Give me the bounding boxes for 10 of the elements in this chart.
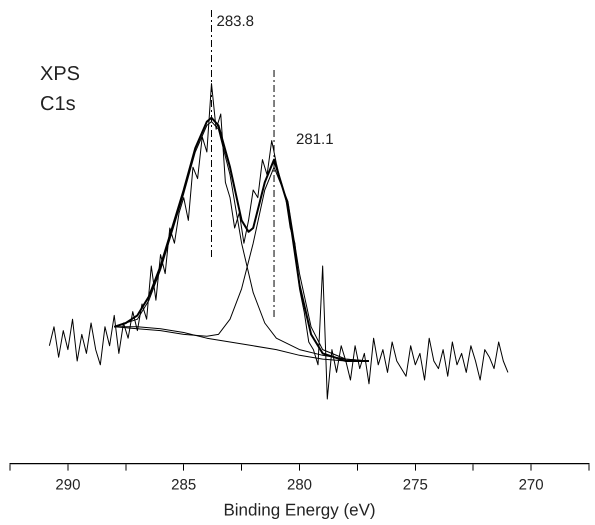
ref-line-label: 281.1	[296, 131, 334, 148]
ref-line-label: 283.8	[216, 13, 254, 30]
annotation: XPS	[40, 63, 80, 85]
x-axis-title: Binding Energy (eV)	[223, 500, 376, 520]
x-tick-label: 275	[402, 476, 428, 494]
annotation: C1s	[40, 93, 76, 115]
x-tick-label: 290	[55, 476, 80, 494]
x-tick-label: 285	[171, 476, 196, 494]
x-tick-label: 280	[286, 476, 312, 494]
x-tick-label: 270	[518, 476, 544, 494]
